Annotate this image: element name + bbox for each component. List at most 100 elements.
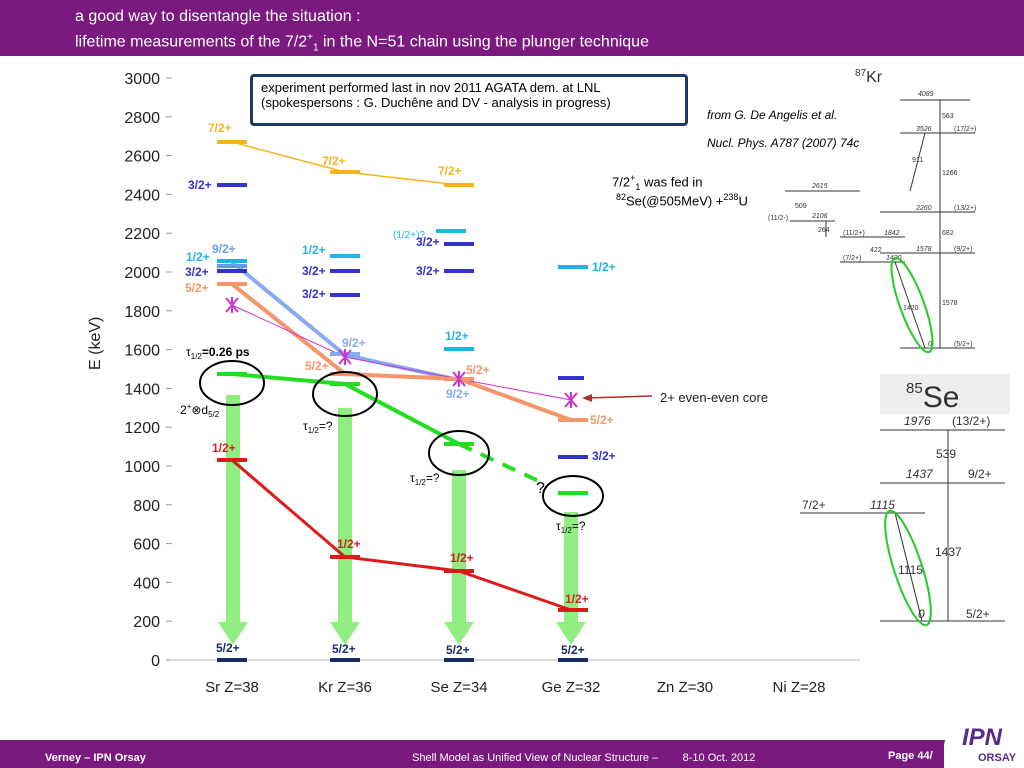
footer-bar: Verney – IPN Orsay Shell Model as Unifie… — [0, 740, 1024, 768]
kr87-label: 3526 — [916, 126, 932, 133]
fed-note-line-1: 7/2+1 was fed in — [612, 173, 703, 192]
level-ge-72-green — [558, 491, 588, 495]
kr87-title: 87Kr — [855, 68, 883, 86]
level-ge-core — [558, 376, 584, 380]
arrow-kr — [338, 408, 352, 625]
logo-text: IPN — [962, 724, 1003, 751]
level-ge-32 — [558, 455, 588, 459]
level-sr-92 — [217, 264, 247, 268]
kr87-label: 1842 — [884, 230, 900, 237]
label-se-52: 5/2+ — [466, 363, 490, 377]
title-bar: a good way to disentangle the situation … — [0, 0, 1024, 56]
level-sr-12-red — [217, 458, 247, 462]
arrow-head-sr — [218, 622, 248, 645]
se85-gamma — [894, 512, 923, 622]
label-sr-72-green: 7/2+ — [217, 381, 241, 395]
arrow-ge — [564, 512, 578, 625]
kr87-gamma — [894, 261, 926, 349]
levels-ge — [558, 265, 588, 662]
kr87-label: (11/2+) — [843, 230, 865, 237]
label-sr-32: 3/2+ — [188, 178, 212, 192]
label-ge-12-red: 1/2+ — [565, 592, 589, 606]
se85-label: 1115 — [870, 498, 895, 512]
kr87-gamma-label: 1578 — [942, 300, 958, 307]
label-ge-52: 5/2+ — [590, 413, 614, 427]
y-tick-label: 2800 — [124, 110, 160, 127]
question-mark: ? — [536, 480, 545, 497]
se85-label: 1976 — [904, 414, 931, 428]
kr87-label: (5/2+) — [954, 341, 972, 348]
kr87-gamma-label: 264 — [818, 227, 830, 234]
x-tick-label: Ge Z=32 — [542, 679, 601, 696]
line-52-orange — [230, 282, 572, 422]
highlight-circles — [199, 360, 604, 517]
label-kr-72-green: 7/2+ — [330, 391, 354, 405]
experiment-line-2: (spokespersons : G. Duchêne and DV - ana… — [261, 95, 611, 110]
tau-se: τ1/2=? — [410, 471, 440, 487]
label-sr-52: 5/2+ — [185, 281, 209, 295]
label-kr-32b: 3/2+ — [302, 287, 326, 301]
arrow-head-ge — [556, 622, 586, 645]
core-arrow-head — [582, 394, 592, 402]
title-text-post: in the N=51 chain using the plunger tech… — [318, 33, 649, 51]
footer-conference: Shell Model as Unified View of Nuclear S… — [412, 752, 756, 764]
title-text: lifetime measurements of the 7/2 — [75, 33, 308, 51]
y-tick-label: 1800 — [124, 304, 160, 321]
level-kr-32a — [330, 269, 360, 273]
label-ge-gs: 5/2+ — [561, 643, 585, 657]
tau-annotations: τ1/2=0.26 ps τ1/2=? τ1/2=? τ1/2=? 2+⊗d5/… — [180, 345, 586, 535]
level-kr-gs — [330, 658, 360, 662]
label-kr-12: 1/2+ — [302, 243, 326, 257]
title-sub: 1 — [312, 42, 319, 54]
y-tick-label: 2600 — [124, 149, 160, 166]
arrow-sr — [226, 395, 240, 625]
tau-kr: τ1/2=? — [303, 419, 333, 435]
level-sr-gs — [217, 658, 247, 662]
y-tick-label: 2000 — [124, 265, 160, 282]
kr87-scheme: 87Kr 4089 3526 (17/2+) 2615 2260 (13/2+)… — [768, 68, 976, 354]
kr87-label: 2615 — [811, 183, 828, 190]
level-sr-32 — [217, 183, 247, 187]
label-se-gs: 5/2+ — [446, 643, 470, 657]
experiment-line-1: experiment performed last in nov 2011 AG… — [261, 80, 601, 95]
label-sr-72-yellow: 7/2+ — [208, 121, 232, 135]
y-tick-label: 600 — [133, 537, 160, 554]
level-se-72-yellow — [444, 183, 474, 187]
fed-note-line-2: 82Se(@505MeV) +238U — [616, 192, 748, 209]
kr87-label: 2260 — [915, 205, 932, 212]
core-marker-se — [452, 371, 466, 387]
level-se-32a — [444, 242, 474, 246]
kr87-label: 2106 — [811, 213, 828, 220]
tau-ge: τ1/2=? — [556, 519, 586, 535]
y-tick-label: 0 — [151, 653, 160, 670]
se85-gamma-label: 539 — [936, 447, 956, 461]
line-core — [231, 304, 572, 401]
label-kr-92: 9/2+ — [342, 336, 366, 350]
label-sr-92: 9/2+ — [212, 242, 236, 256]
level-ge-52 — [558, 418, 588, 422]
x-tick-label: Se Z=34 — [430, 679, 487, 696]
footer-page: Page 44/ — [888, 750, 933, 762]
label-se-32b: 3/2+ — [416, 264, 440, 278]
se85-label: 1437 — [906, 467, 934, 481]
level-sr-52 — [217, 282, 247, 286]
kr87-label: 509 — [795, 203, 807, 210]
core-marker-sr — [225, 297, 239, 313]
label-sr-12-red: 1/2+ — [212, 441, 236, 455]
label-kr-12-red: 1/2+ — [337, 537, 361, 551]
label-ge-32: 3/2+ — [592, 449, 616, 463]
kr87-highlight — [890, 256, 934, 354]
kr87-gamma-label: 1266 — [942, 170, 958, 177]
kr87-label: 4089 — [918, 91, 934, 98]
x-tick-label: Sr Z=38 — [205, 679, 259, 696]
se85-gamma-label: 1437 — [935, 545, 962, 559]
coupling-label: 2+⊗d5/2 — [180, 402, 220, 419]
kr87-label: (11/2-) — [768, 215, 788, 222]
x-tick-label: Zn Z=30 — [657, 679, 713, 696]
se85-scheme: 85Se 1976 (13/2+) 1437 9/2+ 1115 7/2+ 0 … — [800, 374, 1010, 627]
y-tick-label: 1000 — [124, 459, 160, 476]
line-12-red — [231, 458, 572, 612]
level-sr-32b — [217, 269, 247, 273]
se85-highlight — [884, 509, 932, 627]
level-kr-12-red — [330, 555, 360, 559]
